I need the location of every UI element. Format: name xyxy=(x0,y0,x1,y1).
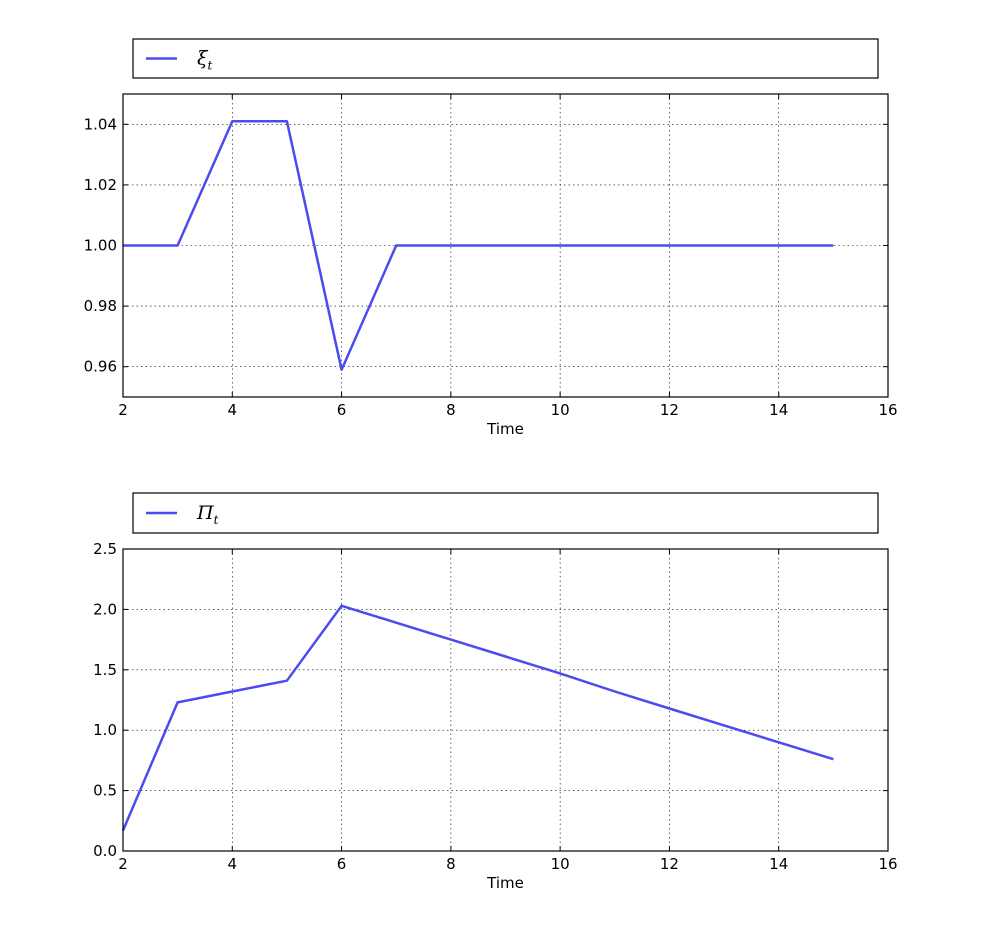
y-tick-label: 1.0 xyxy=(93,721,117,739)
y-tick-label: 1.02 xyxy=(84,176,117,194)
y-tick-label: 2.0 xyxy=(93,600,117,618)
x-tick-label: 14 xyxy=(769,401,788,419)
x-tick-label: 4 xyxy=(228,401,238,419)
x-tick-label: 12 xyxy=(660,855,679,873)
x-tick-label: 14 xyxy=(769,855,788,873)
x-tick-label: 2 xyxy=(118,401,128,419)
plot-frame xyxy=(122,93,889,398)
x-tick-label: 6 xyxy=(337,401,347,419)
x-tick-label: 10 xyxy=(551,855,570,873)
x-tick-label: 10 xyxy=(551,401,570,419)
plot-area xyxy=(123,549,888,851)
y-tick-label: 1.04 xyxy=(84,115,117,133)
series-line xyxy=(123,120,834,371)
plot-frame xyxy=(122,548,889,852)
legend-subscript: t xyxy=(214,513,219,527)
legend: ξt xyxy=(132,38,879,79)
legend-box xyxy=(132,492,879,534)
legend-subscript: t xyxy=(207,59,212,73)
y-tick-label: 2.5 xyxy=(93,540,117,558)
y-tick-label: 0.5 xyxy=(93,782,117,800)
y-tick-label: 1.5 xyxy=(93,661,117,679)
chart-panel-2: 2 4 6 8 10 12 14 16 0.0 0.5 1.0 1.5 2.0 2.5 Time Πt xyxy=(93,492,898,892)
x-tick-label: 16 xyxy=(878,401,897,419)
x-tick-label: 8 xyxy=(446,855,456,873)
legend-box xyxy=(132,38,879,79)
x-tick-label: 6 xyxy=(337,855,347,873)
x-tick-label: 8 xyxy=(446,401,456,419)
x-tick-label: 4 xyxy=(228,855,238,873)
x-tick-label: 12 xyxy=(660,401,679,419)
x-tick-label: 2 xyxy=(118,855,128,873)
y-tick-label: 0.96 xyxy=(84,358,117,376)
series-line xyxy=(121,604,834,831)
legend: Πt xyxy=(132,492,879,534)
legend-label: Πt xyxy=(196,502,219,527)
chart-panel-1: 2 4 6 8 10 12 14 16 0.96 0.98 1.00 1.02 1.04 Time ξt xyxy=(84,38,898,438)
y-tick-label: 1.00 xyxy=(84,237,117,255)
y-tick-label: 0.0 xyxy=(93,842,117,860)
y-tick-label: 0.98 xyxy=(84,297,117,315)
x-axis-title: Time xyxy=(486,420,524,438)
x-axis-title: Time xyxy=(486,874,524,892)
x-tick-label: 16 xyxy=(878,855,897,873)
